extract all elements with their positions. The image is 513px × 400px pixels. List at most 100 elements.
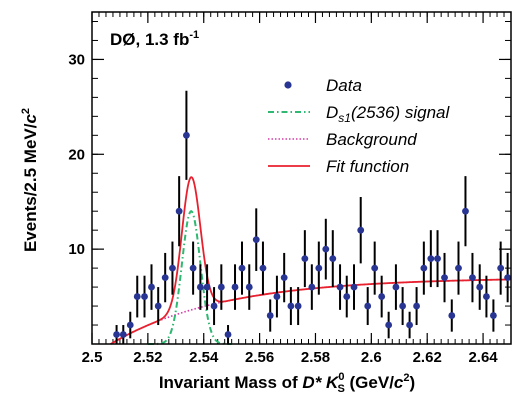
legend-signal-label-main: D — [326, 103, 338, 122]
experiment-label-sup: -1 — [189, 29, 199, 41]
data-point — [476, 283, 484, 291]
data-point — [469, 274, 476, 281]
data-point — [371, 264, 379, 272]
data-point — [210, 302, 218, 310]
data-point — [413, 302, 420, 310]
data-point — [490, 312, 497, 319]
x-axis-title-k-sub: S — [337, 383, 344, 395]
legend-data-label: Data — [326, 76, 362, 95]
x-tick-label: 2.62 — [413, 349, 442, 366]
legend: Data Ds1(2536) signal Background Fit fun… — [268, 76, 450, 176]
legend-data-marker — [284, 81, 292, 89]
data-point — [308, 283, 316, 291]
data-point — [266, 312, 274, 319]
x-axis-title-units-c: c — [394, 373, 404, 392]
data-point — [301, 255, 309, 263]
data-point — [119, 331, 127, 338]
x-tick-label: 2.56 — [245, 349, 274, 366]
y-tick-label: 20 — [68, 146, 85, 163]
data-point — [273, 293, 281, 300]
y-tick-label: 30 — [68, 51, 85, 68]
y-tick-label: 10 — [68, 241, 85, 258]
x-axis-title-units-open: (GeV/ — [345, 373, 394, 392]
x-axis-title-prefix: Invariant Mass of — [159, 373, 303, 392]
data-point — [336, 283, 344, 291]
data-point — [126, 321, 134, 329]
data-point — [196, 283, 204, 291]
data-point — [504, 274, 512, 281]
x-axis-title-k: K — [326, 373, 340, 392]
data-point — [497, 264, 505, 272]
fit-curve — [110, 176, 511, 345]
data-point — [175, 207, 183, 215]
y-axis-title-c: c — [21, 114, 40, 124]
data-point — [203, 283, 211, 291]
data-point — [329, 255, 337, 263]
data-point — [183, 131, 190, 139]
data-point — [343, 293, 351, 300]
data-point — [189, 264, 197, 272]
data-point — [385, 321, 393, 329]
legend-signal-label-sub: s1 — [338, 111, 351, 125]
data-point — [322, 245, 330, 253]
data-point — [392, 283, 400, 291]
data-point — [434, 255, 441, 263]
experiment-label: DØ, 1.3 fb-1 — [110, 29, 199, 49]
data-point — [280, 274, 288, 281]
data-point — [483, 293, 490, 300]
data-point — [287, 302, 295, 310]
data-point — [294, 302, 302, 310]
x-tick-label: 2.64 — [468, 349, 498, 366]
data-point — [378, 293, 386, 300]
data-point — [245, 283, 253, 291]
x-tick-label: 2.54 — [189, 349, 219, 366]
x-tick-label: 2.58 — [301, 349, 330, 366]
x-axis-title-units-close: ) — [410, 373, 416, 392]
curves-layer — [110, 176, 511, 345]
data-point — [441, 274, 448, 281]
data-point — [169, 264, 176, 272]
data-point — [148, 283, 155, 291]
x-tick-label: 2.6 — [361, 349, 382, 366]
data-point — [154, 302, 162, 310]
axis-ticks-layer — [91, 12, 512, 345]
legend-background-label: Background — [326, 130, 417, 149]
data-point — [161, 274, 169, 281]
plot-frame — [91, 11, 512, 345]
x-axis-title-units-sup: 2 — [403, 372, 409, 384]
data-point — [350, 283, 358, 291]
tick-labels-layer: 2.5 2.52 2.54 2.56 2.58 2.6 2.62 2.64 10 20 30 — [68, 51, 498, 366]
x-axis-title-k-sup: 0 — [338, 371, 344, 383]
data-point — [462, 207, 469, 215]
data-point — [406, 321, 414, 329]
data-points-layer — [113, 90, 512, 344]
data-point — [448, 312, 456, 319]
x-axis-title-dstar: D* — [302, 373, 326, 392]
data-point — [364, 302, 372, 310]
y-axis-title: Events/2.5 MeV/c2 — [20, 108, 40, 252]
legend-signal-label-rest: (2536) signal — [351, 103, 451, 122]
data-point — [238, 264, 246, 272]
data-point — [420, 264, 428, 272]
data-point — [224, 331, 232, 338]
data-point — [252, 236, 260, 244]
data-point — [217, 283, 225, 291]
data-point — [259, 264, 267, 272]
data-point — [133, 293, 141, 300]
y-axis-title-sup: 2 — [20, 108, 32, 114]
data-point — [427, 255, 435, 263]
data-point — [399, 302, 407, 310]
data-point — [315, 264, 323, 272]
signal-curve — [147, 210, 232, 345]
x-axis-title: Invariant Mass of D* K0 S (GeV/c2) — [159, 371, 415, 395]
data-point — [113, 331, 120, 338]
data-point — [357, 226, 365, 234]
legend-fit-label: Fit function — [326, 157, 409, 176]
data-point — [231, 283, 239, 291]
x-tick-label: 2.5 — [82, 349, 103, 366]
experiment-label-main: DØ, 1.3 fb — [110, 30, 189, 49]
legend-signal-label: Ds1(2536) signal — [326, 103, 450, 125]
y-axis-title-prefix: Events/2.5 MeV/ — [21, 123, 40, 252]
